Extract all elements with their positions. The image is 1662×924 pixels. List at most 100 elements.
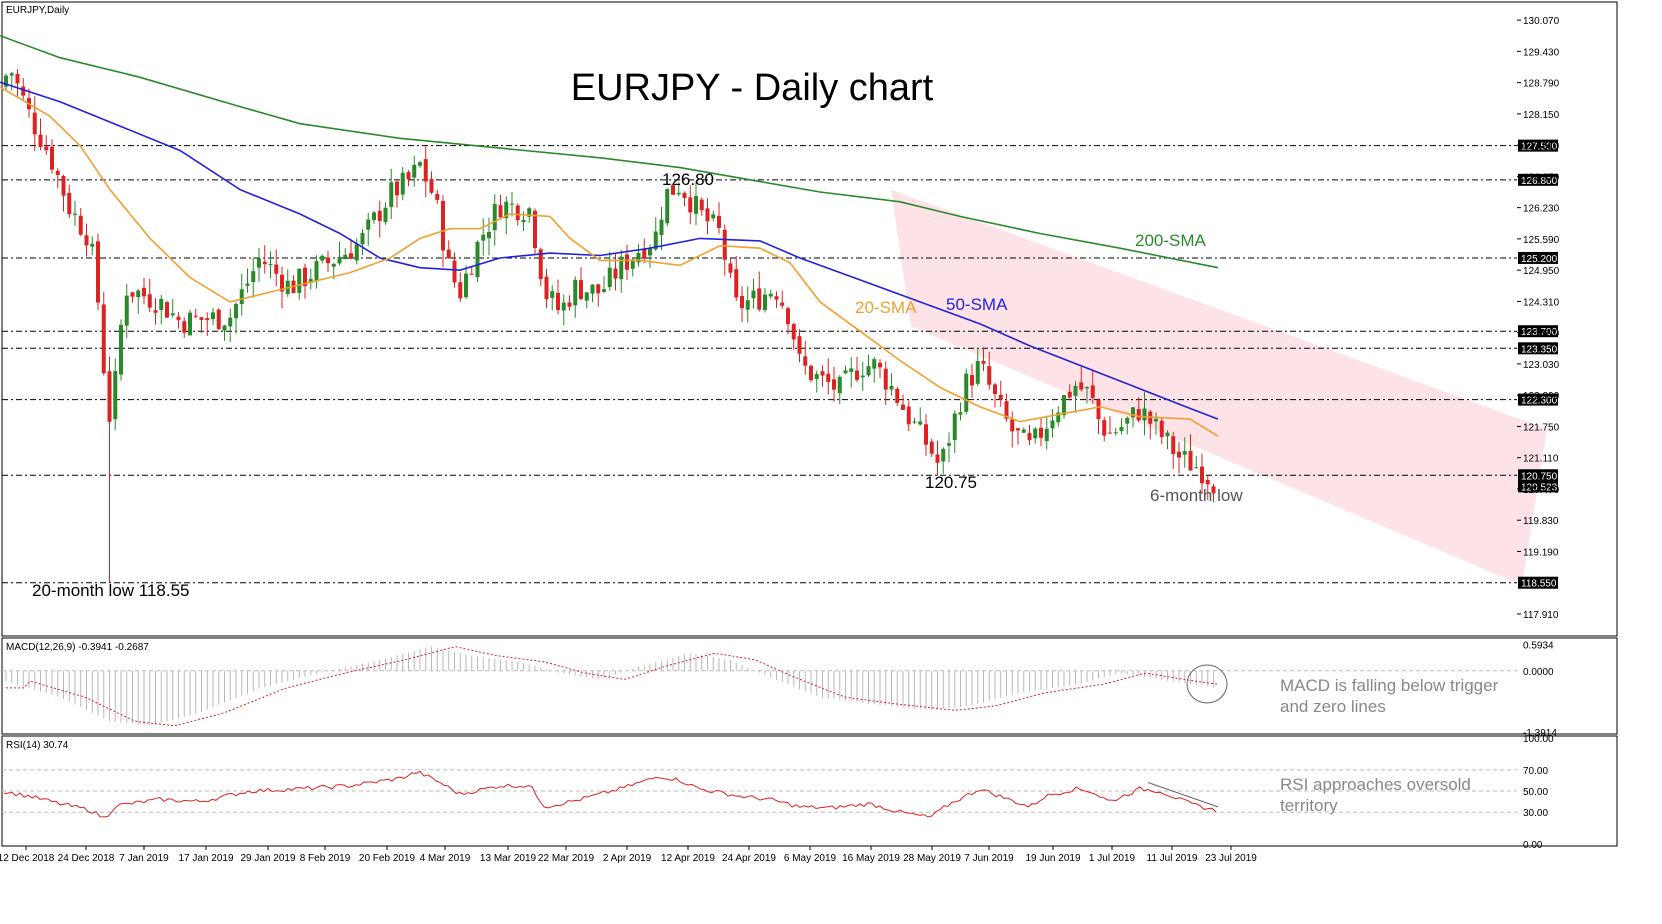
candle-body: [573, 279, 578, 306]
candle-body: [797, 336, 802, 354]
candle-body: [981, 360, 986, 364]
macd-y-tick-label: -1.3914: [1523, 728, 1557, 739]
candle-body: [159, 298, 164, 311]
candle-body: [458, 282, 463, 299]
candle-body: [1182, 451, 1187, 455]
sma-line-50-sma: [0, 81, 1219, 420]
candle-body: [193, 315, 198, 317]
candle-body: [1200, 466, 1204, 484]
candle-body: [630, 259, 635, 269]
level-price-box: [1518, 325, 1558, 338]
candle-body: [96, 241, 100, 303]
candle-body: [728, 263, 733, 273]
candle-body: [1044, 428, 1049, 442]
candle-body: [653, 231, 658, 250]
y-tick-label: 125.590: [1523, 235, 1560, 246]
candle-body: [768, 293, 773, 297]
symbol-label: EURJPY,Daily: [6, 5, 69, 16]
candle-body: [860, 375, 865, 378]
candle-body: [515, 205, 520, 221]
candle-body: [935, 454, 940, 463]
candle-body: [975, 361, 980, 384]
sma-line-200-sma: [0, 34, 1219, 269]
y-tick-label: 123.670: [1523, 329, 1560, 340]
candle-body: [584, 292, 589, 301]
candle-body: [826, 373, 831, 383]
candle-body: [918, 421, 923, 425]
annotation-6-month-low: 6-month low: [1150, 486, 1243, 505]
candle-body: [9, 73, 14, 76]
candle-body: [1096, 399, 1101, 420]
candle-body: [814, 373, 819, 380]
y-tick-label: 117.910: [1523, 610, 1559, 621]
annotation-120-75: 120.75: [925, 473, 977, 492]
rsi-annotation-line-1: RSI approaches oversold: [1280, 775, 1471, 794]
candle-body: [61, 176, 66, 196]
candle-body: [803, 356, 808, 366]
level-price-label: 122.300: [1521, 396, 1558, 407]
rsi-line: [3, 770, 1217, 818]
candle-body: [73, 213, 77, 215]
y-tick-label: 128.150: [1523, 110, 1560, 121]
level-price-box: [1518, 251, 1558, 264]
candle-body: [682, 193, 687, 198]
y-tick-label: 124.950: [1523, 266, 1560, 277]
candle-body: [320, 255, 325, 261]
candle-body: [113, 371, 118, 420]
x-tick-label: 7 Jun 2019: [964, 853, 1014, 864]
candle-body: [1136, 409, 1141, 421]
candle-body: [699, 199, 704, 211]
candle-body: [1027, 433, 1032, 441]
candle-body: [1102, 420, 1107, 436]
rsi-trendline: [1147, 782, 1219, 808]
candle-body: [142, 287, 146, 297]
candle-body: [55, 170, 60, 175]
candle-body: [607, 267, 612, 287]
y-tick-label: 119.830: [1523, 516, 1559, 527]
candle-body: [67, 192, 72, 215]
sma-line-20-sma: [0, 86, 1219, 437]
candle-body: [234, 304, 238, 319]
candle-body: [245, 283, 250, 286]
candle-body: [1125, 417, 1130, 424]
candle-body: [1171, 436, 1176, 455]
rsi-label: RSI(14) 30.74: [6, 740, 69, 751]
candle-body: [544, 276, 549, 300]
candle-body: [924, 424, 928, 445]
candle-body: [90, 243, 95, 247]
candle-body: [958, 412, 963, 415]
candle-body: [1062, 395, 1066, 416]
y-tick-label: 121.110: [1523, 454, 1559, 465]
candle-body: [694, 196, 698, 214]
candle-body: [872, 359, 877, 369]
candle-body: [1119, 426, 1124, 432]
candle-body: [124, 295, 129, 326]
candle-body: [602, 289, 606, 292]
candle-body: [1050, 420, 1055, 429]
candle-body: [372, 212, 376, 221]
level-price-box: [1518, 393, 1558, 406]
candle-body: [901, 404, 905, 410]
candle-body: [1108, 432, 1112, 434]
candle-body: [441, 200, 445, 251]
candle-body: [153, 310, 158, 313]
level-price-label: 123.700: [1521, 327, 1558, 338]
candle-body: [280, 274, 284, 292]
candle-body: [1039, 427, 1043, 438]
candle-body: [84, 235, 89, 246]
candle-body: [952, 413, 957, 441]
candle-body: [688, 197, 693, 213]
macd-y-tick-label: 0.0000: [1523, 667, 1554, 678]
candle-body: [308, 278, 313, 283]
candle-body: [1177, 451, 1181, 458]
x-tick-label: 28 May 2019: [903, 853, 961, 864]
candle-body: [1090, 385, 1095, 398]
level-price-box: [1518, 469, 1558, 482]
candle-body: [883, 368, 888, 390]
candle-body: [400, 172, 405, 195]
level-price-box: [1518, 139, 1558, 152]
candle-body: [1131, 407, 1135, 418]
candle-body: [533, 210, 537, 249]
y-tick-label: 126.870: [1523, 172, 1560, 183]
